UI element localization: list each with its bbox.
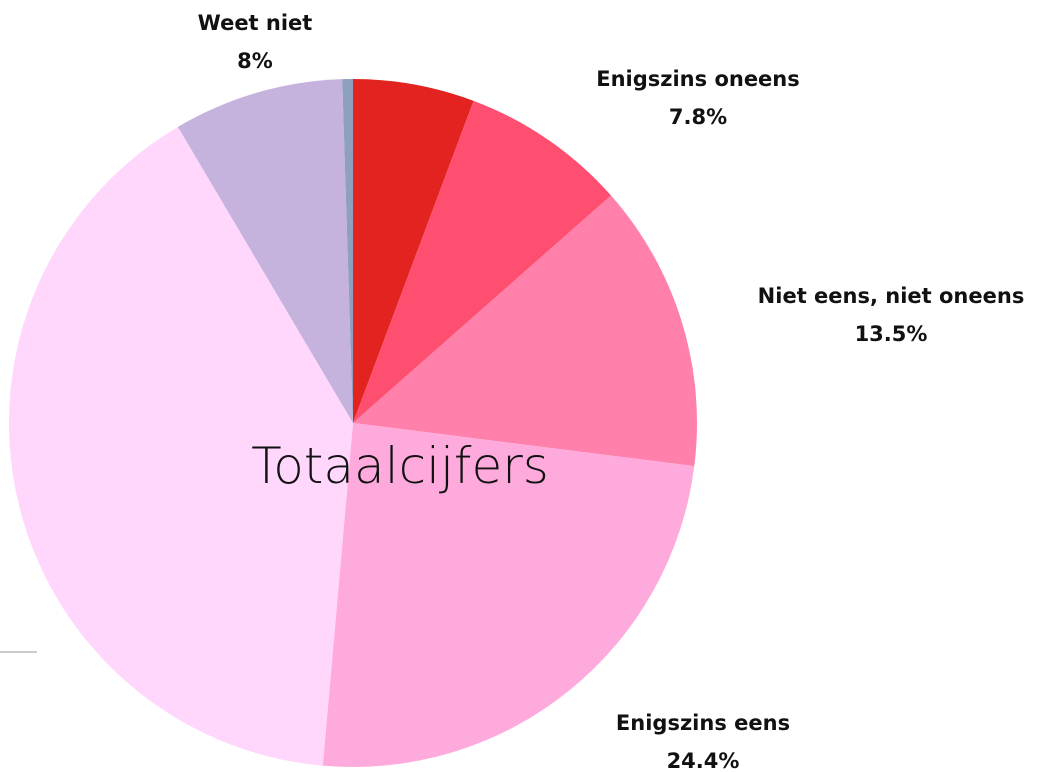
slice-label: Enigszins oneens bbox=[596, 67, 800, 91]
pie bbox=[8, 79, 698, 768]
slice-value: 8% bbox=[237, 49, 273, 73]
pie-slice bbox=[322, 423, 695, 768]
chart-title: Totaalcijfers bbox=[251, 437, 549, 495]
pie-slice bbox=[353, 79, 474, 423]
slice-value: 13.5% bbox=[855, 322, 928, 346]
pie-slice bbox=[353, 195, 698, 467]
pie-slice bbox=[353, 100, 612, 423]
slice-label: Niet eens, niet oneens bbox=[758, 284, 1025, 308]
slice-value: 24.4% bbox=[667, 749, 740, 772]
pie-slice bbox=[342, 79, 353, 423]
pie-slice bbox=[177, 79, 353, 424]
pie-slice bbox=[8, 126, 354, 766]
slice-value: 7.8% bbox=[669, 105, 727, 129]
slice-label: Weet niet bbox=[198, 11, 313, 35]
slice-label: Enigszins eens bbox=[616, 711, 790, 735]
